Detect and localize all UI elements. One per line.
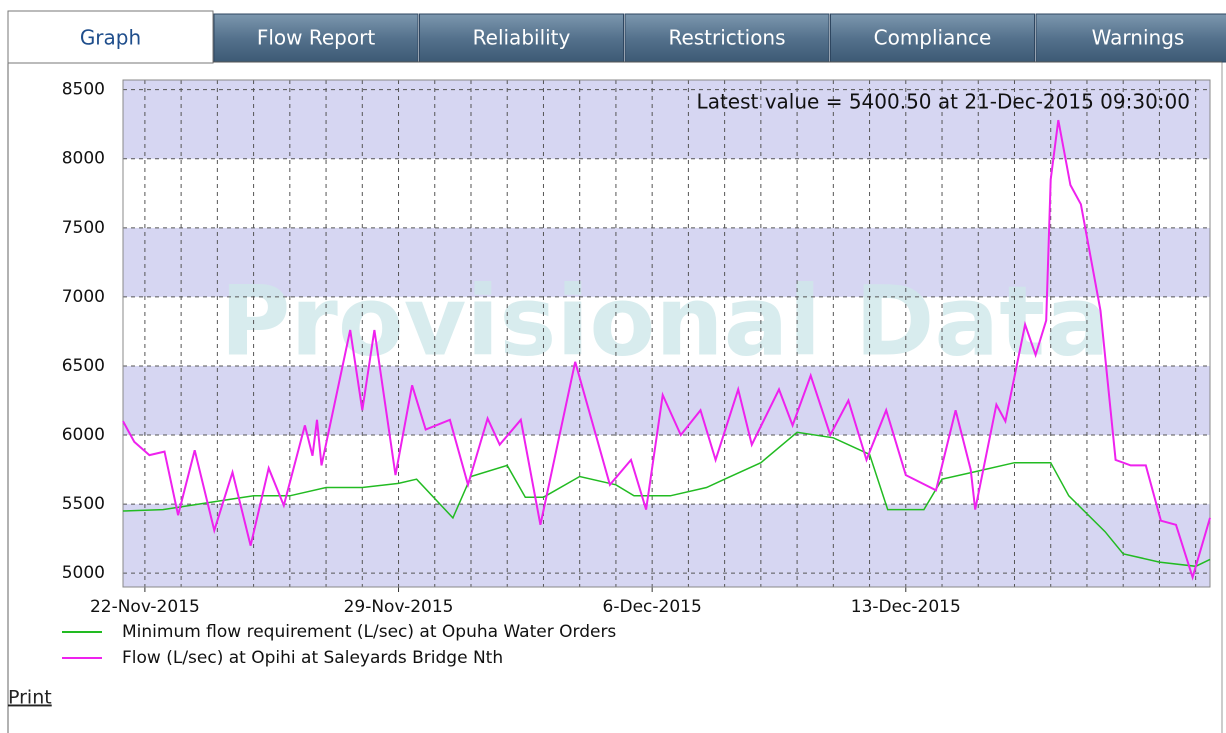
x-tick-label: 13-Dec-2015	[851, 597, 961, 617]
print-link[interactable]: Print	[8, 687, 52, 709]
y-tick-label: 8000	[62, 149, 105, 169]
tab-bar: Graph Flow Report Reliability Restrictions C…	[7, 10, 1226, 64]
y-tick-label: 8500	[62, 80, 105, 100]
legend-label: Minimum flow requirement (L/sec) at Opuh…	[122, 622, 616, 642]
tab-label[interactable]: Restrictions	[668, 26, 785, 50]
band	[123, 573, 1210, 587]
y-tick-label: 6500	[62, 356, 105, 376]
x-tick-label: 29-Nov-2015	[344, 597, 454, 617]
tab-label[interactable]: Graph	[80, 26, 141, 50]
annotation: Latest value = 5400.50 at 21-Dec-2015 09…	[697, 90, 1190, 114]
plot: Provisional Data 5000 5500 6000 6500 7000 7500…	[62, 79, 1211, 668]
band	[123, 80, 1210, 90]
series-line	[122, 431, 1211, 568]
plot-border	[122, 79, 1211, 588]
y-tick-label: 7500	[62, 218, 105, 238]
band	[123, 227, 1210, 297]
tab[interactable]	[1035, 13, 1226, 63]
x-tick-label: 22-Nov-2015	[90, 597, 200, 617]
tab-label[interactable]: Flow Report	[257, 26, 375, 50]
tab[interactable]	[624, 13, 830, 63]
watermark: Provisional Data	[220, 265, 1110, 377]
tab-label[interactable]: Reliability	[473, 26, 571, 50]
band	[123, 504, 1210, 574]
band	[123, 365, 1210, 436]
y-tick-label: 6000	[62, 425, 105, 445]
band	[123, 158, 1210, 228]
tab-label[interactable]: Compliance	[874, 26, 992, 50]
y-tick-label: 5000	[62, 563, 105, 583]
tab[interactable]	[830, 13, 1035, 63]
tab-label[interactable]: Warnings	[1092, 26, 1185, 50]
y-tick-label: 5500	[62, 494, 105, 514]
x-tick-label: 6-Dec-2015	[603, 597, 702, 617]
y-tick-label: 7000	[62, 287, 105, 307]
band	[123, 296, 1210, 366]
band	[123, 89, 1210, 159]
series-line	[122, 119, 1211, 581]
legend-label: Flow (L/sec) at Opihi at Saleyards Bridg…	[122, 648, 503, 668]
tab[interactable]	[419, 13, 624, 63]
active-tab[interactable]	[7, 10, 214, 64]
tab[interactable]	[213, 13, 419, 63]
